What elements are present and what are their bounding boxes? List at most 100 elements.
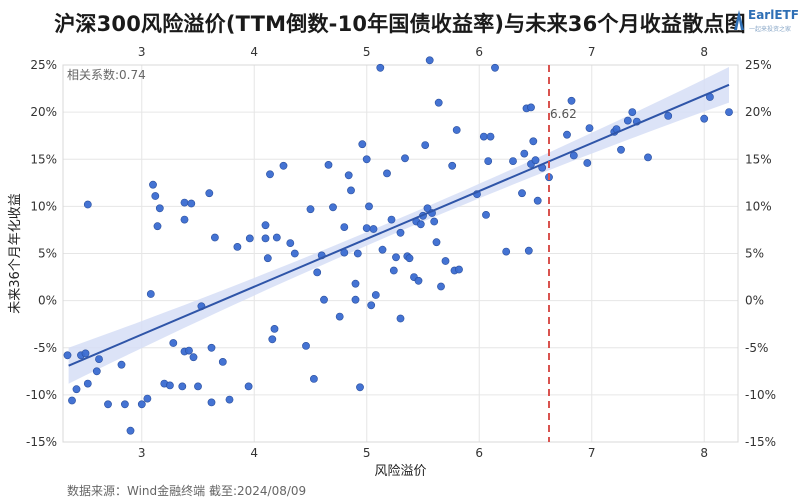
data-point — [286, 239, 295, 247]
data-point — [479, 132, 488, 141]
data-point — [486, 132, 495, 141]
data-point — [290, 249, 299, 258]
data-point — [169, 339, 178, 347]
y-tick-label: 0% — [38, 294, 57, 308]
y-tick-label: 0% — [745, 294, 764, 308]
y-tick-label: 10% — [745, 199, 772, 213]
data-point — [153, 222, 162, 231]
data-point — [502, 247, 511, 256]
data-point — [533, 196, 542, 205]
logo-mark-icon — [734, 10, 744, 30]
data-point — [351, 279, 360, 288]
data-point — [563, 130, 571, 139]
x-tick-label: 5 — [363, 446, 371, 460]
data-point — [441, 257, 450, 265]
data-point — [63, 351, 72, 360]
data-point — [432, 238, 441, 247]
data-point — [567, 96, 576, 105]
y-tick-label: -10% — [26, 388, 57, 402]
x-tick-label: 5 — [363, 45, 371, 59]
data-point — [104, 400, 112, 409]
logo-name: EarlETF — [748, 8, 799, 22]
data-point — [531, 156, 540, 165]
data-point — [448, 161, 457, 170]
data-point — [81, 349, 90, 358]
data-point — [527, 103, 535, 112]
data-point — [137, 400, 146, 409]
data-point — [585, 124, 594, 133]
data-point — [143, 394, 152, 403]
data-point — [233, 242, 242, 251]
data-point — [185, 346, 193, 355]
data-points — [63, 56, 733, 435]
x-tick-label: 7 — [588, 446, 596, 460]
data-point — [529, 137, 538, 146]
data-point — [95, 355, 103, 363]
data-point — [225, 395, 234, 404]
data-point — [520, 149, 529, 158]
data-point — [266, 170, 274, 179]
data-point — [194, 382, 202, 391]
data-point — [324, 160, 333, 169]
data-point — [279, 161, 288, 170]
data-point — [362, 224, 371, 232]
data-point — [455, 265, 463, 274]
data-point — [151, 192, 160, 200]
data-point — [623, 116, 632, 125]
data-point — [425, 56, 434, 65]
data-point — [664, 112, 673, 120]
brand-logo: EarlETF 一起来投资之家 — [732, 6, 799, 36]
reference-vline-label: 6.62 — [550, 107, 577, 121]
data-point — [268, 335, 277, 344]
data-point — [149, 180, 157, 189]
data-point — [155, 204, 164, 213]
data-point — [83, 379, 92, 388]
data-point — [524, 246, 533, 255]
x-tick-label: 3 — [138, 45, 146, 59]
data-point — [365, 202, 373, 211]
data-point — [272, 233, 281, 242]
data-point — [92, 367, 101, 376]
correlation-label: 相关系数:0.74 — [67, 67, 146, 82]
data-point — [378, 245, 387, 254]
data-point — [329, 203, 337, 212]
data-point — [700, 114, 709, 123]
data-point — [309, 374, 318, 383]
data-point — [261, 221, 270, 230]
data-point — [358, 140, 367, 149]
data-point — [347, 186, 355, 195]
data-point — [369, 225, 378, 233]
x-tick-label: 4 — [250, 45, 258, 59]
data-point — [189, 353, 198, 362]
regression-line — [68, 83, 730, 367]
data-point — [117, 360, 126, 369]
data-point — [165, 381, 174, 390]
data-point — [207, 343, 216, 352]
y-tick-label: -5% — [34, 341, 57, 355]
y-tick-labels-left: -15% -10% -5% 0% 5% 10% 15% 20% 25% — [26, 58, 57, 449]
data-point — [401, 154, 409, 163]
y-tick-label: -15% — [26, 435, 57, 449]
data-point — [180, 215, 189, 224]
data-point — [335, 312, 344, 321]
data-point — [218, 357, 227, 366]
y-tick-labels-right: -15% -10% -5% 0% 5% 10% 15% 20% 25% — [745, 58, 776, 449]
data-point — [423, 204, 432, 213]
data-point — [263, 254, 272, 263]
data-point — [416, 220, 425, 229]
y-tick-label: -5% — [745, 341, 768, 355]
y-tick-label: 15% — [745, 152, 772, 166]
data-point — [644, 153, 652, 162]
y-axis-label: 未来36个月年化收益 — [8, 193, 23, 314]
x-tick-label: 4 — [250, 446, 258, 460]
data-point — [351, 295, 360, 304]
y-tick-label: -10% — [745, 388, 776, 402]
data-point — [146, 290, 155, 298]
y-tick-label: -15% — [745, 435, 776, 449]
data-point — [353, 249, 362, 258]
data-point — [396, 228, 405, 237]
data-point — [187, 199, 196, 208]
data-point — [205, 189, 214, 198]
data-point — [68, 396, 76, 405]
